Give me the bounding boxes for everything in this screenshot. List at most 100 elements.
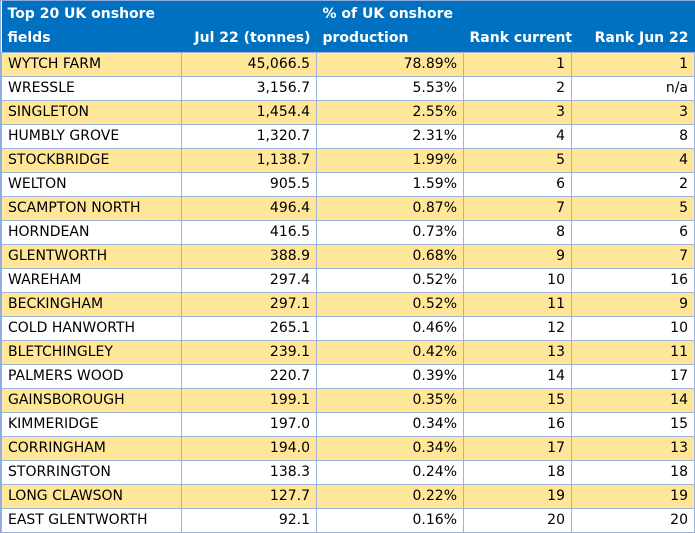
header-text: Jul 22 (tonnes) [194, 30, 311, 46]
table-row: BLETCHINGLEY 239.1 0.42% 13 11 [1, 340, 695, 365]
cell-value: n/a [571, 76, 695, 101]
field-name: LONG CLAWSON [1, 484, 182, 509]
table-row: PALMERS WOOD 220.7 0.39% 14 17 [1, 364, 695, 389]
cell-value: 0.24% [316, 460, 464, 485]
cell-value: 1.99% [316, 148, 464, 173]
cell-value: 1,320.7 [181, 124, 317, 149]
cell-value: 496.4 [181, 196, 317, 221]
cell-value: 2 [571, 172, 695, 197]
cell-value: 20 [571, 508, 695, 533]
cell-value: 4 [463, 124, 572, 149]
field-name: CORRINGHAM [1, 436, 182, 461]
cell-value: 0.42% [316, 340, 464, 365]
cell-value: 127.7 [181, 484, 317, 509]
cell-value: 11 [571, 340, 695, 365]
cell-value: 15 [571, 412, 695, 437]
cell-value: 1,138.7 [181, 148, 317, 173]
table-row: GAINSBOROUGH 199.1 0.35% 15 14 [1, 388, 695, 413]
table-row: WRESSLE 3,156.7 5.53% 2 n/a [1, 76, 695, 101]
cell-value: 197.0 [181, 412, 317, 437]
cell-value: 194.0 [181, 436, 317, 461]
header-text: fields [7, 30, 51, 46]
cell-value: 19 [571, 484, 695, 509]
table-row: WAREHAM 297.4 0.52% 10 16 [1, 268, 695, 293]
table-body: WYTCH FARM 45,066.5 78.89% 1 1 WRESSLE 3,156.7… [1, 52, 695, 533]
cell-value: 13 [571, 436, 695, 461]
field-name: COLD HANWORTH [1, 316, 182, 341]
cell-value: 297.1 [181, 292, 317, 317]
cell-value: 13 [463, 340, 572, 365]
header-text: Rank Jun 22 [594, 30, 689, 46]
cell-value: 0.35% [316, 388, 464, 413]
field-name: GLENTWORTH [1, 244, 182, 269]
cell-value: 905.5 [181, 172, 317, 197]
cell-value: 1 [463, 52, 572, 77]
cell-value: 16 [463, 412, 572, 437]
cell-value: 5 [571, 196, 695, 221]
cell-value: 8 [571, 124, 695, 149]
cell-value: 0.68% [316, 244, 464, 269]
cell-value: 14 [571, 388, 695, 413]
table-row: WELTON 905.5 1.59% 6 2 [1, 172, 695, 197]
cell-value: 12 [463, 316, 572, 341]
cell-value: 2.31% [316, 124, 464, 149]
cell-value: 6 [571, 220, 695, 245]
cell-value: 15 [463, 388, 572, 413]
header-text: production [322, 30, 409, 46]
cell-value: 7 [571, 244, 695, 269]
cell-value: 388.9 [181, 244, 317, 269]
cell-value: 0.22% [316, 484, 464, 509]
cell-value: 0.39% [316, 364, 464, 389]
cell-value: 297.4 [181, 268, 317, 293]
cell-value: 5 [463, 148, 572, 173]
header-cell: % of UK onshore production [316, 1, 464, 53]
table-row: HORNDEAN 416.5 0.73% 8 6 [1, 220, 695, 245]
cell-value: 17 [571, 364, 695, 389]
cell-value: 0.87% [316, 196, 464, 221]
table-row: HUMBLY GROVE 1,320.7 2.31% 4 8 [1, 124, 695, 149]
field-name: EAST GLENTWORTH [1, 508, 182, 533]
cell-value: 3 [571, 100, 695, 125]
cell-value: 92.1 [181, 508, 317, 533]
field-name: BLETCHINGLEY [1, 340, 182, 365]
cell-value: 0.52% [316, 292, 464, 317]
cell-value: 9 [571, 292, 695, 317]
field-name: BECKINGHAM [1, 292, 182, 317]
header-cell: Top 20 UK onshore fields [1, 1, 182, 53]
cell-value: 0.52% [316, 268, 464, 293]
table-row: WYTCH FARM 45,066.5 78.89% 1 1 [1, 52, 695, 77]
header-cell: Jul 22 (tonnes) [181, 1, 317, 53]
table-row: KIMMERIDGE 197.0 0.34% 16 15 [1, 412, 695, 437]
field-name: HUMBLY GROVE [1, 124, 182, 149]
cell-value: 416.5 [181, 220, 317, 245]
header-cell: Rank current [463, 1, 572, 53]
field-name: GAINSBOROUGH [1, 388, 182, 413]
cell-value: 10 [571, 316, 695, 341]
cell-value: 3,156.7 [181, 76, 317, 101]
cell-value: 3 [463, 100, 572, 125]
cell-value: 0.34% [316, 412, 464, 437]
cell-value: 19 [463, 484, 572, 509]
header-text: Top 20 UK onshore [7, 6, 156, 22]
cell-value: 11 [463, 292, 572, 317]
cell-value: 239.1 [181, 340, 317, 365]
cell-value: 17 [463, 436, 572, 461]
cell-value: 0.16% [316, 508, 464, 533]
header-cell: Rank Jun 22 [571, 1, 695, 53]
cell-value: 20 [463, 508, 572, 533]
cell-value: 0.34% [316, 436, 464, 461]
cell-value: 7 [463, 196, 572, 221]
field-name: WELTON [1, 172, 182, 197]
cell-value: 2.55% [316, 100, 464, 125]
cell-value: 4 [571, 148, 695, 173]
table-row: CORRINGHAM 194.0 0.34% 17 13 [1, 436, 695, 461]
field-name: KIMMERIDGE [1, 412, 182, 437]
table-row: EAST GLENTWORTH 92.1 0.16% 20 20 [1, 508, 695, 533]
field-name: SCAMPTON NORTH [1, 196, 182, 221]
cell-value: 265.1 [181, 316, 317, 341]
cell-value: 78.89% [316, 52, 464, 77]
field-name: WAREHAM [1, 268, 182, 293]
table-row: SINGLETON 1,454.4 2.55% 3 3 [1, 100, 695, 125]
